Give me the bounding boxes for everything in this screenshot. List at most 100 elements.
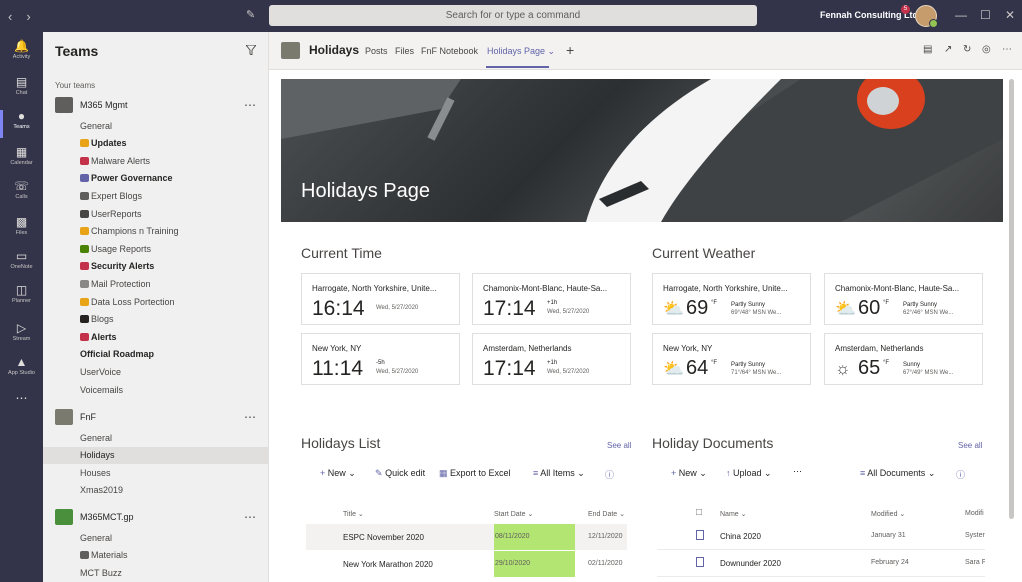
- expand-icon[interactable]: ↗: [944, 44, 953, 55]
- col-start-date[interactable]: Start Date ⌄: [494, 511, 534, 518]
- col-modified-by[interactable]: Modifi: [965, 510, 984, 517]
- row-title[interactable]: ESPC November 2020: [343, 533, 424, 542]
- holidays-see-all-link[interactable]: See all: [607, 441, 632, 450]
- team-1[interactable]: FnF ⋯: [43, 406, 269, 428]
- rail-activity[interactable]: 🔔 Activity: [0, 38, 43, 72]
- tab-posts[interactable]: Posts: [365, 46, 388, 56]
- channel-label: Usage Reports: [91, 243, 152, 254]
- tab-files[interactable]: Files: [395, 46, 415, 56]
- maximize-icon[interactable]: ☐: [980, 8, 991, 22]
- forward-icon[interactable]: ›: [26, 8, 31, 24]
- tab-notebook[interactable]: FnF Notebook: [421, 46, 479, 56]
- team-more-icon[interactable]: ⋯: [244, 510, 256, 524]
- channel-item[interactable]: Xmas2019: [43, 482, 269, 499]
- rail-calls[interactable]: ☏ Calls: [0, 178, 43, 212]
- channel-item[interactable]: Data Loss Portection: [43, 293, 269, 310]
- minimize-icon[interactable]: —: [955, 8, 967, 22]
- documents-see-all-link[interactable]: See all: [958, 441, 983, 450]
- conversation-icon[interactable]: ▤: [923, 44, 933, 55]
- list-info-icon[interactable]: ⓘ: [605, 470, 615, 480]
- weather-location: Harrogate, North Yorkshire, Unite...: [663, 284, 788, 293]
- team-0[interactable]: M365 Mgmt ⋯: [43, 94, 269, 116]
- list-view-selector[interactable]: ≡ All Items ⌄: [533, 468, 585, 478]
- channel-item[interactable]: UserVoice: [43, 363, 269, 380]
- rail-app-studio[interactable]: ▲ App Studio: [0, 354, 43, 388]
- list-new-button[interactable]: + New ⌄: [320, 468, 356, 478]
- avatar[interactable]: [915, 5, 938, 28]
- list-view-label: All Items: [540, 468, 575, 478]
- channel-item[interactable]: Houses: [43, 464, 269, 481]
- document-row[interactable]: Downunder 2020 February 24 Sara F: [657, 550, 985, 577]
- channel-item[interactable]: General: [43, 529, 269, 546]
- channel-item[interactable]: Champions n Training: [43, 223, 269, 240]
- document-name[interactable]: Downunder 2020: [720, 559, 781, 568]
- channel-item[interactable]: General: [43, 429, 269, 446]
- row-title[interactable]: New York Marathon 2020: [343, 560, 433, 569]
- document-row[interactable]: China 2020 January 31 Syster: [657, 523, 985, 550]
- channel-item[interactable]: Malware Alerts: [43, 152, 269, 169]
- rail-more-icon[interactable]: ⋯: [15, 391, 28, 405]
- rail-teams[interactable]: ● Teams: [0, 108, 43, 142]
- channel-item[interactable]: Official Roadmap: [43, 346, 269, 363]
- table-row[interactable]: New York Marathon 2020 29/10/2020 02/11/20…: [306, 551, 627, 577]
- col-end-date[interactable]: End Date ⌄: [588, 511, 625, 518]
- docs-new-button[interactable]: + New ⌄: [671, 468, 707, 478]
- channel-item[interactable]: Holidays: [43, 446, 269, 464]
- filter-icon[interactable]: [246, 45, 256, 55]
- channel-label-wrap: UserVoice: [80, 367, 121, 377]
- channel-item[interactable]: Mail Protection: [43, 275, 269, 292]
- channel-item[interactable]: Alerts: [43, 328, 269, 345]
- more-icon[interactable]: ⋯: [1002, 44, 1012, 55]
- channel-item[interactable]: Updates: [43, 135, 269, 152]
- col-start-label: Start Date: [494, 511, 526, 518]
- channel-item[interactable]: Voicemails: [43, 381, 269, 398]
- col-name[interactable]: Name ⌄: [720, 511, 747, 518]
- search-input[interactable]: Search for or type a command: [269, 5, 757, 26]
- back-icon[interactable]: ‹: [8, 8, 13, 24]
- export-excel-button[interactable]: ▦ Export to Excel: [439, 468, 511, 479]
- col-modified[interactable]: Modified ⌄: [871, 511, 906, 518]
- team-more-icon[interactable]: ⋯: [244, 410, 256, 424]
- onenote-icon: ▭: [15, 249, 28, 263]
- rail-stream[interactable]: ▷ Stream: [0, 320, 43, 354]
- channel-item[interactable]: Usage Reports: [43, 240, 269, 257]
- docs-more-icon[interactable]: ⋯: [793, 466, 802, 476]
- rail-files[interactable]: ▩ Files: [0, 214, 43, 248]
- channel-label: Expert Blogs: [91, 190, 143, 201]
- rail-planner[interactable]: ◫ Planner: [0, 282, 43, 316]
- docs-view-selector[interactable]: ≡ All Documents ⌄: [860, 468, 936, 478]
- tab-holidays-page[interactable]: Holidays Page ⌄: [487, 46, 556, 56]
- table-row[interactable]: ESPC November 2020 08/11/2020 12/11/2020: [306, 524, 627, 550]
- channel-label: Xmas2019: [80, 485, 124, 496]
- org-name[interactable]: Fennah Consulting Ltd: [820, 10, 918, 20]
- rail-chat[interactable]: ▤ Chat: [0, 74, 43, 108]
- channel-item[interactable]: Security Alerts: [43, 258, 269, 275]
- channel-item[interactable]: Blogs: [43, 311, 269, 328]
- compose-icon[interactable]: ✎: [246, 9, 256, 21]
- channel-item[interactable]: Power Governance: [43, 170, 269, 187]
- channel-item[interactable]: Expert Blogs: [43, 187, 269, 204]
- activity-icon: 🔔: [14, 39, 29, 53]
- channel-emoji-icon: [80, 551, 89, 560]
- scrollbar[interactable]: [1009, 79, 1014, 519]
- docs-info-icon[interactable]: ⓘ: [956, 470, 966, 480]
- rail-onenote[interactable]: ▭ OneNote: [0, 248, 43, 282]
- channel-item[interactable]: UserReports: [43, 205, 269, 222]
- refresh-icon[interactable]: ↻: [963, 44, 972, 55]
- team-more-icon[interactable]: ⋯: [244, 98, 256, 112]
- close-icon[interactable]: ✕: [1005, 8, 1016, 22]
- col-title[interactable]: Title ⌄: [343, 511, 364, 518]
- weather-condition: Partly Sunny: [731, 302, 766, 308]
- globe-icon[interactable]: ◎: [982, 44, 991, 55]
- channel-item[interactable]: Materials: [43, 547, 269, 564]
- channel-item[interactable]: General: [43, 117, 269, 134]
- channel-item[interactable]: MCT Buzz: [43, 564, 269, 581]
- team-2[interactable]: M365MCT.gp ⋯: [43, 506, 269, 528]
- current-weather-heading: Current Weather: [652, 245, 756, 261]
- quick-edit-button[interactable]: ✎ Quick edit: [375, 468, 425, 479]
- add-tab-icon[interactable]: +: [566, 42, 575, 58]
- rail-calendar[interactable]: ▦ Calendar: [0, 144, 43, 178]
- upload-button[interactable]: ↑ Upload ⌄: [726, 468, 772, 478]
- time-card: Chamonix-Mont-Blanc, Haute-Sa... 17:14 +1h…: [472, 273, 631, 325]
- document-name[interactable]: China 2020: [720, 532, 761, 541]
